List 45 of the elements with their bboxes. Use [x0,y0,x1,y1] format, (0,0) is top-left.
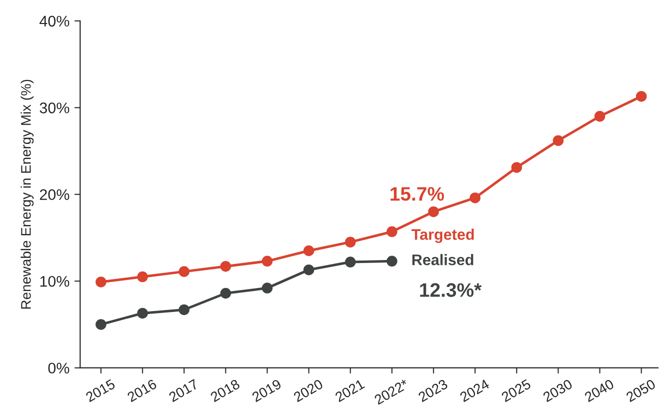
annotation: 15.7% [390,187,444,201]
point [96,276,106,288]
y-tick-label: 0% [48,362,70,374]
point [594,110,606,122]
y-tick-label: 20% [40,189,70,200]
series-label: Realised [412,254,474,266]
y-tick-label: 40% [40,16,70,27]
x-tick-label: 2024 [459,378,490,402]
point [303,245,314,256]
point [137,308,148,319]
x-tick-label: 2050 [626,378,656,402]
x-tick-label: 2016 [126,378,158,402]
y-axis-title: Renewable Energy in Energy Mix (%) [20,80,34,309]
point [303,264,314,276]
y-tick-label: 30% [40,102,70,114]
point [552,135,564,146]
x-tick-label: 2019 [251,378,282,402]
point [262,256,273,267]
point [96,319,106,330]
x-tick-label: 2040 [584,378,615,402]
x-tick-label: 2018 [210,378,240,402]
x-tick-label: 2017 [168,378,199,402]
point [178,304,190,316]
point [428,206,439,218]
x-tick-label: 2020 [292,378,324,402]
x-tick-label: 2021 [334,378,366,402]
annotation: 12.3%* [420,283,482,297]
point [178,266,190,277]
point [511,162,522,173]
point [344,236,356,248]
point [636,90,647,102]
point [386,256,398,267]
point [220,260,232,272]
point [386,226,398,238]
point [470,192,480,204]
x-tick-label: 2030 [542,378,573,402]
x-tick-label: 2025 [500,378,532,402]
series-label: Targeted [412,228,474,243]
x-tick-label: 2023 [418,378,448,402]
point [137,271,148,282]
x-tick-label: 2015 [85,378,116,402]
point [344,256,356,268]
point [262,282,273,294]
point [220,288,232,299]
y-tick-label: 10% [40,276,70,287]
